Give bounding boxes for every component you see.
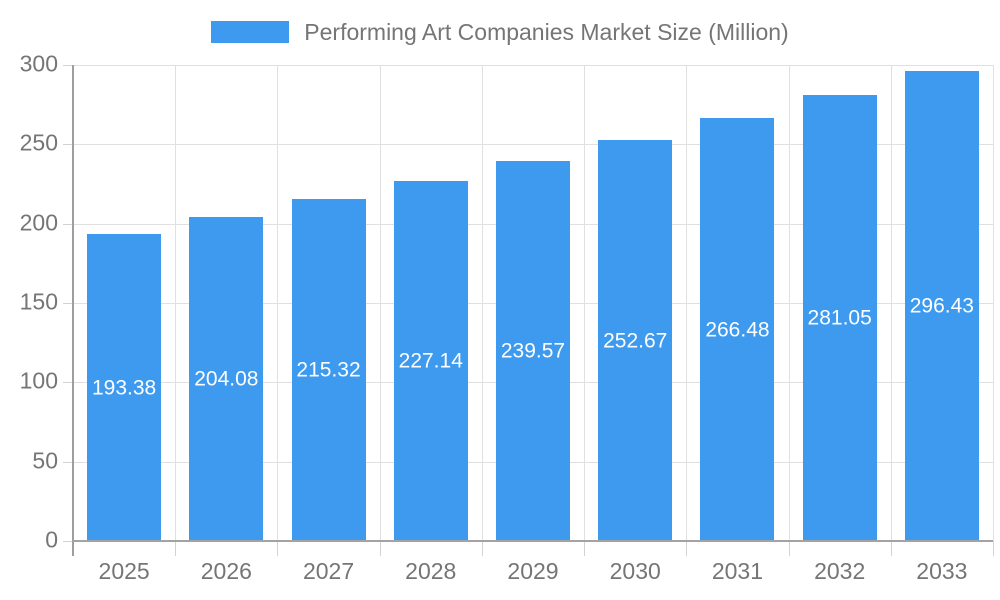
h-gridline [73,65,993,66]
y-tick-mark [63,382,73,384]
y-axis-tick-label: 250 [19,129,58,156]
y-axis-tick-label: 50 [32,447,58,474]
x-axis-tick-label: 2026 [200,558,252,584]
legend-swatch-icon [211,21,290,43]
x-axis-tick-label: 2029 [507,558,559,584]
x-axis-tick-label: 2030 [609,558,661,584]
bar [291,199,366,541]
y-tick-mark [63,303,73,304]
x-axis-line [73,540,993,542]
bar-value-label: 227.14 [398,349,463,373]
x-axis-tick-label: 2031 [711,558,764,584]
y-axis-tick-label: 0 [45,526,58,553]
bar [802,95,877,541]
v-gridline [788,65,790,541]
v-gridline [584,65,586,541]
bar-value-label: 266.48 [705,318,770,342]
bar [700,118,775,541]
bar [598,140,673,541]
v-gridline [481,65,483,541]
v-gridline [890,65,892,541]
v-gridline [175,65,177,541]
y-axis-tick-label: 100 [19,367,58,394]
y-axis-tick-label: 150 [19,288,58,315]
y-axis-tick-label: 300 [19,50,58,77]
bar [87,234,162,541]
y-tick-mark [63,541,73,542]
y-tick-mark [63,65,73,66]
v-gridline [379,65,381,541]
bar [904,70,979,541]
x-tick-mark [993,541,994,556]
x-tick-mark [481,541,483,556]
y-axis-line [72,65,74,556]
chart-legend[interactable]: Performing Art Companies Market Size (Mi… [0,18,1000,46]
y-tick-mark [63,461,73,463]
x-tick-mark [584,541,586,556]
bar [393,180,468,541]
h-gridline [73,144,993,146]
y-axis-tick-label: 200 [19,209,58,236]
bar [496,160,570,541]
bar-value-label: 215.32 [296,358,361,382]
x-tick-mark [379,541,381,556]
x-tick-mark [686,541,688,556]
x-axis-tick-label: 2025 [98,558,150,584]
v-gridline [993,65,994,541]
y-tick-mark [63,144,73,146]
bar-value-label: 281.05 [807,306,872,330]
bar-value-label: 204.08 [194,367,259,391]
y-tick-mark [63,223,73,225]
x-tick-mark [788,541,790,556]
v-gridline [686,65,688,541]
bar-value-label: 193.38 [91,376,157,400]
x-axis-tick-label: 2027 [302,558,355,584]
bar-value-label: 239.57 [500,339,566,363]
x-tick-mark [277,541,279,556]
v-gridline [277,65,279,541]
x-tick-mark [175,541,177,556]
x-tick-mark [890,541,892,556]
x-axis-tick-label: 2033 [916,558,968,584]
x-axis-tick-label: 2032 [814,558,866,584]
bar-value-label: 296.43 [909,294,974,318]
bar-value-label: 252.67 [603,329,668,353]
x-axis-tick-label: 2028 [405,558,457,584]
bar [189,217,264,541]
legend-label: Performing Art Companies Market Size (Mi… [304,18,789,45]
